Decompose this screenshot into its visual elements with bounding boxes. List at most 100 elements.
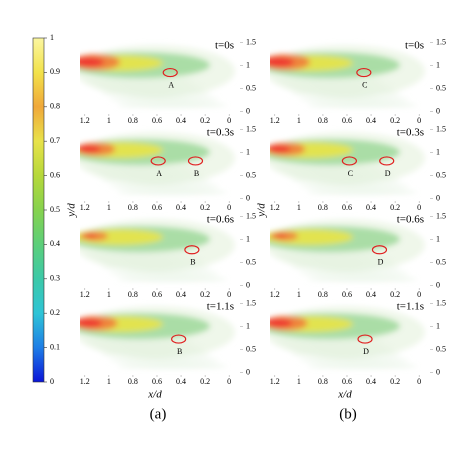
flow-field <box>80 306 235 369</box>
x-tick-label: 0.6 <box>152 290 162 299</box>
colorbar-tick-label: 0.7 <box>50 136 60 145</box>
y-tick-label: 1.5 <box>246 211 256 220</box>
x-tick-label: 1.2 <box>270 116 280 125</box>
x-tick-label: 0.6 <box>342 116 352 125</box>
x-tick-label: 1.2 <box>80 290 90 299</box>
x-tick-label: 0.4 <box>176 116 186 125</box>
y-tick-label: 1 <box>436 321 440 330</box>
flow-region <box>80 145 101 154</box>
annotation-label: D <box>363 347 369 356</box>
annotation-label: B <box>190 258 195 267</box>
y-axis-label: y/d <box>256 203 268 218</box>
colorbar-tick-label: 0.9 <box>50 67 60 76</box>
column-label: (b) <box>339 406 357 422</box>
flow-streak <box>307 277 417 282</box>
y-tick-label: 1.5 <box>246 37 256 46</box>
y-tick-label: 1.5 <box>436 298 446 307</box>
annotation-label: C <box>362 80 367 89</box>
y-tick-label: 1.5 <box>436 37 446 46</box>
time-label: t=1.1s <box>397 301 424 313</box>
flow-streak <box>291 178 401 183</box>
x-tick-label: 0.8 <box>128 377 138 386</box>
flow-streak <box>109 97 219 102</box>
flow-field <box>80 219 235 282</box>
y-axis-label: y/d <box>66 203 78 218</box>
y-tick-label: 1.5 <box>436 124 446 133</box>
flow-region <box>80 233 96 239</box>
y-tick-label: 1 <box>436 147 440 156</box>
time-label: t=0s <box>405 40 424 52</box>
flow-region <box>80 57 104 68</box>
flow-region <box>270 233 286 239</box>
x-tick-label: 0.2 <box>200 377 210 386</box>
flow-streak <box>117 190 227 195</box>
flow-region <box>270 145 291 154</box>
x-tick-label: 0.4 <box>366 290 376 299</box>
flow-streak <box>275 166 385 171</box>
flow-field <box>270 45 425 108</box>
x-tick-label: 0.6 <box>152 377 162 386</box>
colorbar-tick-label: 0.2 <box>50 308 60 317</box>
flow-streak <box>85 79 195 84</box>
x-tick-label: 0 <box>417 290 421 299</box>
flow-streak <box>93 172 203 177</box>
annotation-ellipse <box>357 334 373 344</box>
flow-streak <box>283 259 393 264</box>
y-tick-label: 0 <box>246 194 250 203</box>
time-label: t=1.1s <box>207 301 234 313</box>
x-tick-label: 0.4 <box>176 377 186 386</box>
flow-field <box>270 132 425 195</box>
x-axis-label: x/d <box>337 389 352 401</box>
x-tick-label: 0.2 <box>390 377 400 386</box>
x-tick-label: 0.2 <box>200 203 210 212</box>
x-tick-label: 1 <box>107 290 111 299</box>
flow-field <box>270 306 425 369</box>
colorbar-tick-label: 0.3 <box>50 274 60 283</box>
flow-streak <box>283 85 393 90</box>
y-tick-label: 0 <box>436 107 440 116</box>
flow-blur <box>80 132 235 195</box>
y-tick-label: 1 <box>246 321 250 330</box>
x-tick-label: 0.8 <box>128 116 138 125</box>
y-tick-label: 0 <box>436 194 440 203</box>
x-tick-label: 0.8 <box>128 203 138 212</box>
flow-streak <box>291 91 401 96</box>
x-tick-label: 0.6 <box>152 116 162 125</box>
flow-streak <box>299 184 409 189</box>
flow-streak <box>85 166 195 171</box>
flow-streak <box>109 358 219 363</box>
colorbar-tick-label: 0.8 <box>50 102 60 111</box>
x-tick-label: 0.6 <box>152 203 162 212</box>
x-axis-label: x/d <box>147 389 162 401</box>
x-tick-label: 1.2 <box>270 377 280 386</box>
y-tick-label: 1 <box>436 234 440 243</box>
flow-blur <box>80 45 235 108</box>
x-tick-label: 1.2 <box>80 203 90 212</box>
y-tick-label: 0 <box>436 281 440 290</box>
column-label: (a) <box>150 406 167 422</box>
x-tick-label: 1 <box>297 116 301 125</box>
x-tick-label: 1.2 <box>80 377 90 386</box>
flow-blur <box>80 219 235 282</box>
flow-region <box>270 57 294 68</box>
flow-blur <box>270 45 425 108</box>
flow-blur <box>80 306 235 369</box>
x-tick-label: 1.2 <box>80 116 90 125</box>
y-tick-label: 1.5 <box>436 211 446 220</box>
y-tick-label: 0.5 <box>246 170 256 179</box>
x-tick-label: 0.8 <box>318 116 328 125</box>
y-tick-label: 0.5 <box>436 257 446 266</box>
time-label: t=0s <box>215 40 234 52</box>
y-tick-label: 0.5 <box>436 344 446 353</box>
x-tick-label: 0.8 <box>318 290 328 299</box>
annotation-label: D <box>385 169 391 178</box>
flow-streak <box>275 253 385 258</box>
x-tick-label: 0.8 <box>318 377 328 386</box>
x-tick-label: 0 <box>417 377 421 386</box>
colorbar-tick-label: 1 <box>50 33 54 42</box>
y-tick-label: 1.5 <box>246 298 256 307</box>
flow-streak <box>85 340 195 345</box>
flow-streak <box>307 190 417 195</box>
flow-streak <box>93 259 203 264</box>
